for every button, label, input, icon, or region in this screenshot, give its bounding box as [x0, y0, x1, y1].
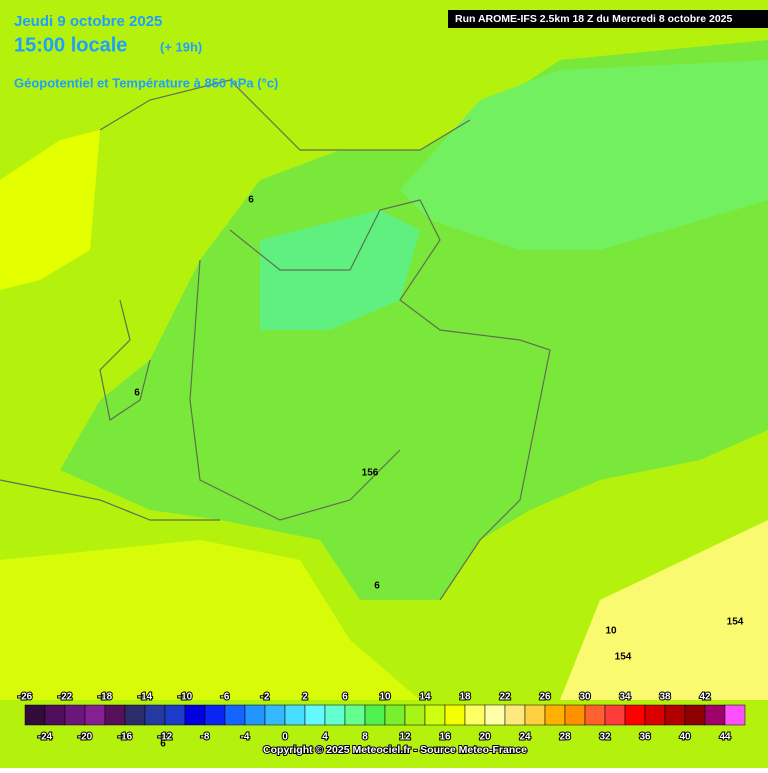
borders [0, 79, 551, 601]
legend-swatch [204, 704, 226, 726]
lead: (+ 19h) [160, 39, 202, 54]
map-label: 154 [727, 617, 744, 628]
legend-tick-label: -26 [18, 692, 33, 703]
map-label: 6 [248, 195, 254, 206]
legend-swatch [264, 704, 286, 726]
legend-swatch [444, 704, 466, 726]
legend-swatch [184, 704, 206, 726]
legend-tick-label: -14 [138, 692, 153, 703]
legend-swatch [464, 704, 486, 726]
legend-swatch [24, 704, 46, 726]
legend-swatch [644, 704, 666, 726]
legend-swatch [504, 704, 526, 726]
legend-swatch [404, 704, 426, 726]
legend-tick-label: 42 [699, 692, 711, 703]
legend-tick-label: -10 [178, 692, 193, 703]
legend-tick-label: 40 [679, 732, 691, 743]
legend-tick-label: 44 [719, 732, 731, 743]
legend-swatch [84, 704, 106, 726]
run-box [448, 10, 768, 28]
legend-swatch [324, 704, 346, 726]
legend-tick-label: 16 [439, 732, 451, 743]
legend-swatch [524, 704, 546, 726]
legend-tick-label: -22 [58, 692, 73, 703]
legend-tick-label: 6 [342, 692, 348, 703]
legend-swatch [684, 704, 706, 726]
legend-tick-label: 30 [579, 692, 591, 703]
legend-tick-label: 10 [379, 692, 391, 703]
yellow-area [0, 130, 100, 290]
run: Run AROME-IFS 2.5km 18 Z du Mercredi 8 o… [455, 13, 733, 25]
legend-swatch [544, 704, 566, 726]
copyright: Copyright © 2025 Meteociel.fr - Source M… [263, 744, 527, 756]
legend-swatch [44, 704, 66, 726]
legend-tick-label: 38 [659, 692, 671, 703]
legend-swatch [244, 704, 266, 726]
legend-swatch [364, 704, 386, 726]
legend-tick-label: 22 [499, 692, 511, 703]
map-label: 154 [615, 652, 632, 663]
legend-swatch [124, 704, 146, 726]
map-label: 156 [362, 468, 379, 479]
legend-swatch [484, 704, 506, 726]
legend-tick-label: -20 [78, 732, 93, 743]
legend-tick-label: 26 [539, 692, 551, 703]
legend-tick-label: 34 [619, 692, 631, 703]
legend-tick-label: -6 [221, 692, 230, 703]
legend-tick-label: 20 [479, 732, 491, 743]
legend-tick-label: 36 [639, 732, 651, 743]
legend-swatch [304, 704, 326, 726]
legend-tick-label: -8 [201, 732, 210, 743]
legend-swatch [724, 704, 746, 726]
map-label: 6 [160, 739, 166, 750]
legend-swatch [144, 704, 166, 726]
legend-swatch [384, 704, 406, 726]
legend-swatch [624, 704, 646, 726]
legend-tick-label: 2 [302, 692, 308, 703]
yellow-area [560, 520, 768, 700]
legend-swatch [104, 704, 126, 726]
light-green-area [400, 60, 768, 250]
map-label: 10 [605, 626, 617, 637]
legend-swatch [664, 704, 686, 726]
field: Géopotentiel et Température à 850 hPa (°… [14, 75, 278, 90]
legend-tick-label: 12 [399, 732, 411, 743]
legend-swatch [224, 704, 246, 726]
legend-tick-label: 14 [419, 692, 431, 703]
legend-swatch [284, 704, 306, 726]
legend-swatch [344, 704, 366, 726]
legend-tick-label: 18 [459, 692, 471, 703]
legend-tick-label: -16 [118, 732, 133, 743]
map-label: 6 [134, 388, 140, 399]
legend-tick-label: 28 [559, 732, 571, 743]
legend-swatch [584, 704, 606, 726]
legend-swatch [164, 704, 186, 726]
legend-swatch [604, 704, 626, 726]
legend-tick-label: -4 [241, 732, 250, 743]
date: Jeudi 9 octobre 2025 [14, 13, 162, 30]
legend-tick-label: -2 [261, 692, 270, 703]
legend: -26-24-22-20-18-16-14-12-10-8-6-4-202468… [17, 691, 746, 744]
legend-swatch [704, 704, 726, 726]
legend-swatch [564, 704, 586, 726]
yellow-area [0, 540, 420, 700]
map-label: 6 [374, 581, 380, 592]
legend-tick-label: -12 [158, 732, 173, 743]
legend-tick-label: -24 [38, 732, 53, 743]
legend-swatch [424, 704, 446, 726]
legend-tick-label: 32 [599, 732, 611, 743]
legend-tick-label: -18 [98, 692, 113, 703]
legend-swatch [64, 704, 86, 726]
legend-tick-label: 24 [519, 732, 531, 743]
legend-tick-label: 4 [322, 732, 328, 743]
legend-tick-label: 8 [362, 732, 368, 743]
time: 15:00 locale [14, 34, 127, 56]
legend-tick-label: 0 [282, 732, 288, 743]
